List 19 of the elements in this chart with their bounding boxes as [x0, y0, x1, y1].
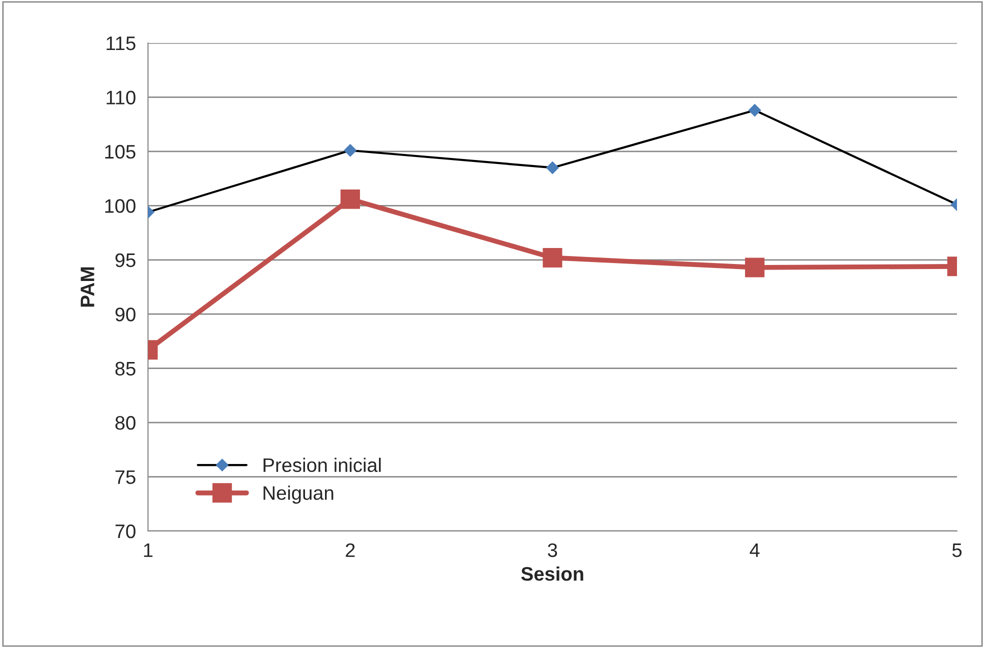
y-tick-label: 105 — [105, 144, 136, 159]
y-tick-label: 110 — [106, 90, 136, 104]
y-tick-label: 75 — [116, 470, 136, 484]
x-axis-title: Sesion — [521, 566, 584, 581]
x-tick-label: 3 — [548, 543, 558, 558]
x-tick-label: 5 — [952, 544, 962, 558]
legend-label: Neiguan — [264, 486, 334, 504]
x-tick-label: 2 — [346, 543, 355, 557]
y-tick-label: 70 — [116, 524, 136, 538]
y-tick-label: 100 — [105, 199, 136, 213]
x-tick-label: 4 — [750, 544, 760, 557]
y-tick-label: 90 — [115, 308, 136, 322]
x-tick-label: 1 — [144, 544, 152, 557]
y-tick-label: 115 — [106, 36, 136, 50]
legend-label: Presion inicial — [264, 458, 381, 472]
y-tick-label: 95 — [115, 253, 136, 268]
y-tick-label: 80 — [115, 416, 136, 430]
y-tick-label: 85 — [115, 362, 136, 376]
y-axis-title: PAM — [80, 267, 94, 307]
